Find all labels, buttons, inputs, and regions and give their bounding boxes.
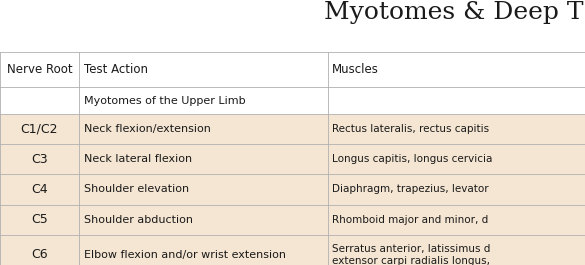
Text: Myotomes of the Upper Limb: Myotomes of the Upper Limb — [84, 96, 245, 106]
Text: C3: C3 — [31, 153, 48, 166]
Text: Muscles: Muscles — [332, 63, 379, 76]
Text: C4: C4 — [31, 183, 48, 196]
Text: Rectus lateralis, rectus capitis: Rectus lateralis, rectus capitis — [332, 124, 490, 134]
Text: Neck lateral flexion: Neck lateral flexion — [84, 154, 192, 164]
Text: C1/C2: C1/C2 — [20, 122, 58, 136]
Bar — [0, 205, 585, 235]
Text: Myotomes & Deep T: Myotomes & Deep T — [324, 1, 584, 24]
Text: Nerve Root: Nerve Root — [6, 63, 73, 76]
Bar — [0, 235, 585, 265]
Text: Shoulder abduction: Shoulder abduction — [84, 215, 192, 225]
Text: Elbow flexion and/or wrist extension: Elbow flexion and/or wrist extension — [84, 250, 285, 260]
Bar — [0, 87, 585, 114]
Text: Rhomboid major and minor, d: Rhomboid major and minor, d — [332, 215, 488, 225]
Text: C5: C5 — [31, 213, 48, 226]
Text: Neck flexion/extension: Neck flexion/extension — [84, 124, 211, 134]
Text: C6: C6 — [31, 248, 48, 262]
Text: Diaphragm, trapezius, levator: Diaphragm, trapezius, levator — [332, 184, 489, 195]
Text: Shoulder elevation: Shoulder elevation — [84, 184, 189, 195]
Bar — [0, 114, 585, 144]
Text: Serratus anterior, latissimus d
extensor carpi radialis longus,: Serratus anterior, latissimus d extensor… — [332, 244, 491, 265]
Bar — [0, 174, 585, 205]
Text: Test Action: Test Action — [84, 63, 147, 76]
Bar — [0, 52, 585, 87]
Text: Longus capitis, longus cervicia: Longus capitis, longus cervicia — [332, 154, 493, 164]
Bar — [0, 144, 585, 174]
